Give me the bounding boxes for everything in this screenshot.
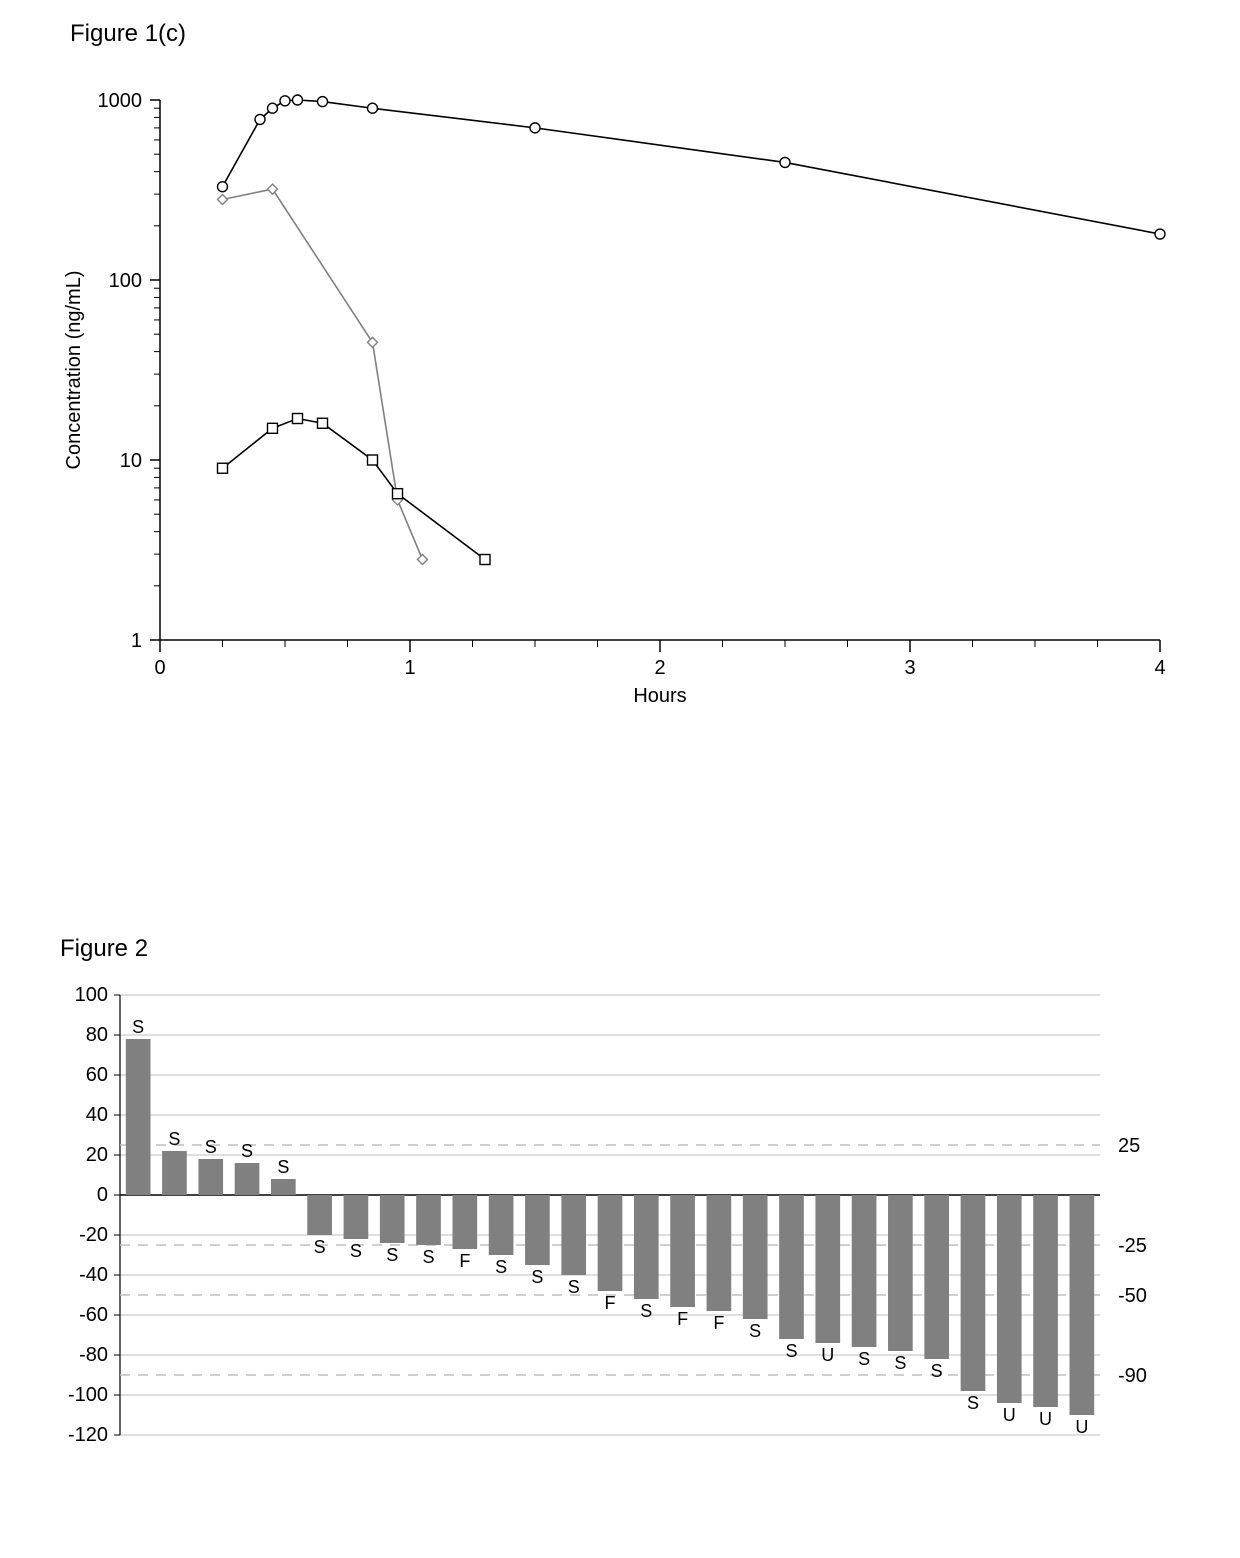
svg-text:25: 25 <box>1118 1135 1140 1157</box>
svg-text:80: 80 <box>86 1024 108 1046</box>
svg-text:-60: -60 <box>79 1304 108 1326</box>
svg-text:F: F <box>459 1251 470 1271</box>
svg-text:S: S <box>931 1361 943 1381</box>
svg-text:S: S <box>967 1393 979 1413</box>
svg-text:-100: -100 <box>68 1384 108 1406</box>
svg-text:S: S <box>495 1257 507 1277</box>
svg-text:0: 0 <box>97 1184 108 1206</box>
svg-text:S: S <box>423 1247 435 1267</box>
svg-text:S: S <box>749 1321 761 1341</box>
svg-text:S: S <box>568 1277 580 1297</box>
svg-text:-40: -40 <box>79 1264 108 1286</box>
svg-text:60: 60 <box>86 1064 108 1086</box>
figure-1c-title: Figure 1(c) <box>70 20 186 48</box>
svg-text:0: 0 <box>154 657 165 679</box>
svg-text:-25: -25 <box>1118 1235 1147 1257</box>
svg-text:40: 40 <box>86 1104 108 1126</box>
svg-text:S: S <box>350 1241 362 1261</box>
svg-text:-120: -120 <box>68 1424 108 1446</box>
svg-text:U: U <box>1003 1405 1016 1425</box>
svg-text:-20: -20 <box>79 1224 108 1246</box>
svg-text:S: S <box>277 1157 289 1177</box>
svg-text:100: 100 <box>75 984 108 1006</box>
svg-text:F: F <box>677 1309 688 1329</box>
svg-text:S: S <box>205 1137 217 1157</box>
svg-text:F: F <box>713 1313 724 1333</box>
svg-text:U: U <box>821 1345 834 1365</box>
svg-text:-50: -50 <box>1118 1285 1147 1307</box>
svg-text:1: 1 <box>131 630 142 652</box>
svg-text:F: F <box>605 1293 616 1313</box>
svg-text:S: S <box>894 1353 906 1373</box>
svg-text:-80: -80 <box>79 1344 108 1366</box>
svg-text:Hours: Hours <box>633 685 686 707</box>
svg-text:4: 4 <box>1154 657 1165 679</box>
svg-text:2: 2 <box>654 657 665 679</box>
svg-text:-90: -90 <box>1118 1365 1147 1387</box>
svg-text:S: S <box>168 1129 180 1149</box>
svg-text:100: 100 <box>109 270 142 292</box>
svg-text:Concentration (ng/mL): Concentration (ng/mL) <box>63 271 85 470</box>
svg-text:10: 10 <box>120 450 142 472</box>
svg-text:U: U <box>1039 1409 1052 1429</box>
svg-text:S: S <box>132 1017 144 1037</box>
svg-text:S: S <box>640 1301 652 1321</box>
svg-text:1: 1 <box>404 657 415 679</box>
svg-text:S: S <box>386 1245 398 1265</box>
svg-text:S: S <box>858 1349 870 1369</box>
svg-text:3: 3 <box>904 657 915 679</box>
svg-text:20: 20 <box>86 1144 108 1166</box>
figure-1c-chart: 110100100001234HoursConcentration (ng/mL… <box>40 70 1200 750</box>
figure-2-chart: -120 -100 -80 -60 -40 -20 0 20 40 60 80 100 25 -25 -50… <box>40 975 1200 1475</box>
svg-text:1000: 1000 <box>98 90 143 112</box>
svg-text:S: S <box>531 1267 543 1287</box>
svg-text:S: S <box>785 1341 797 1361</box>
figure-2-title: Figure 2 <box>60 935 148 963</box>
svg-text:S: S <box>314 1237 326 1257</box>
svg-text:S: S <box>241 1141 253 1161</box>
svg-text:U: U <box>1075 1417 1088 1437</box>
